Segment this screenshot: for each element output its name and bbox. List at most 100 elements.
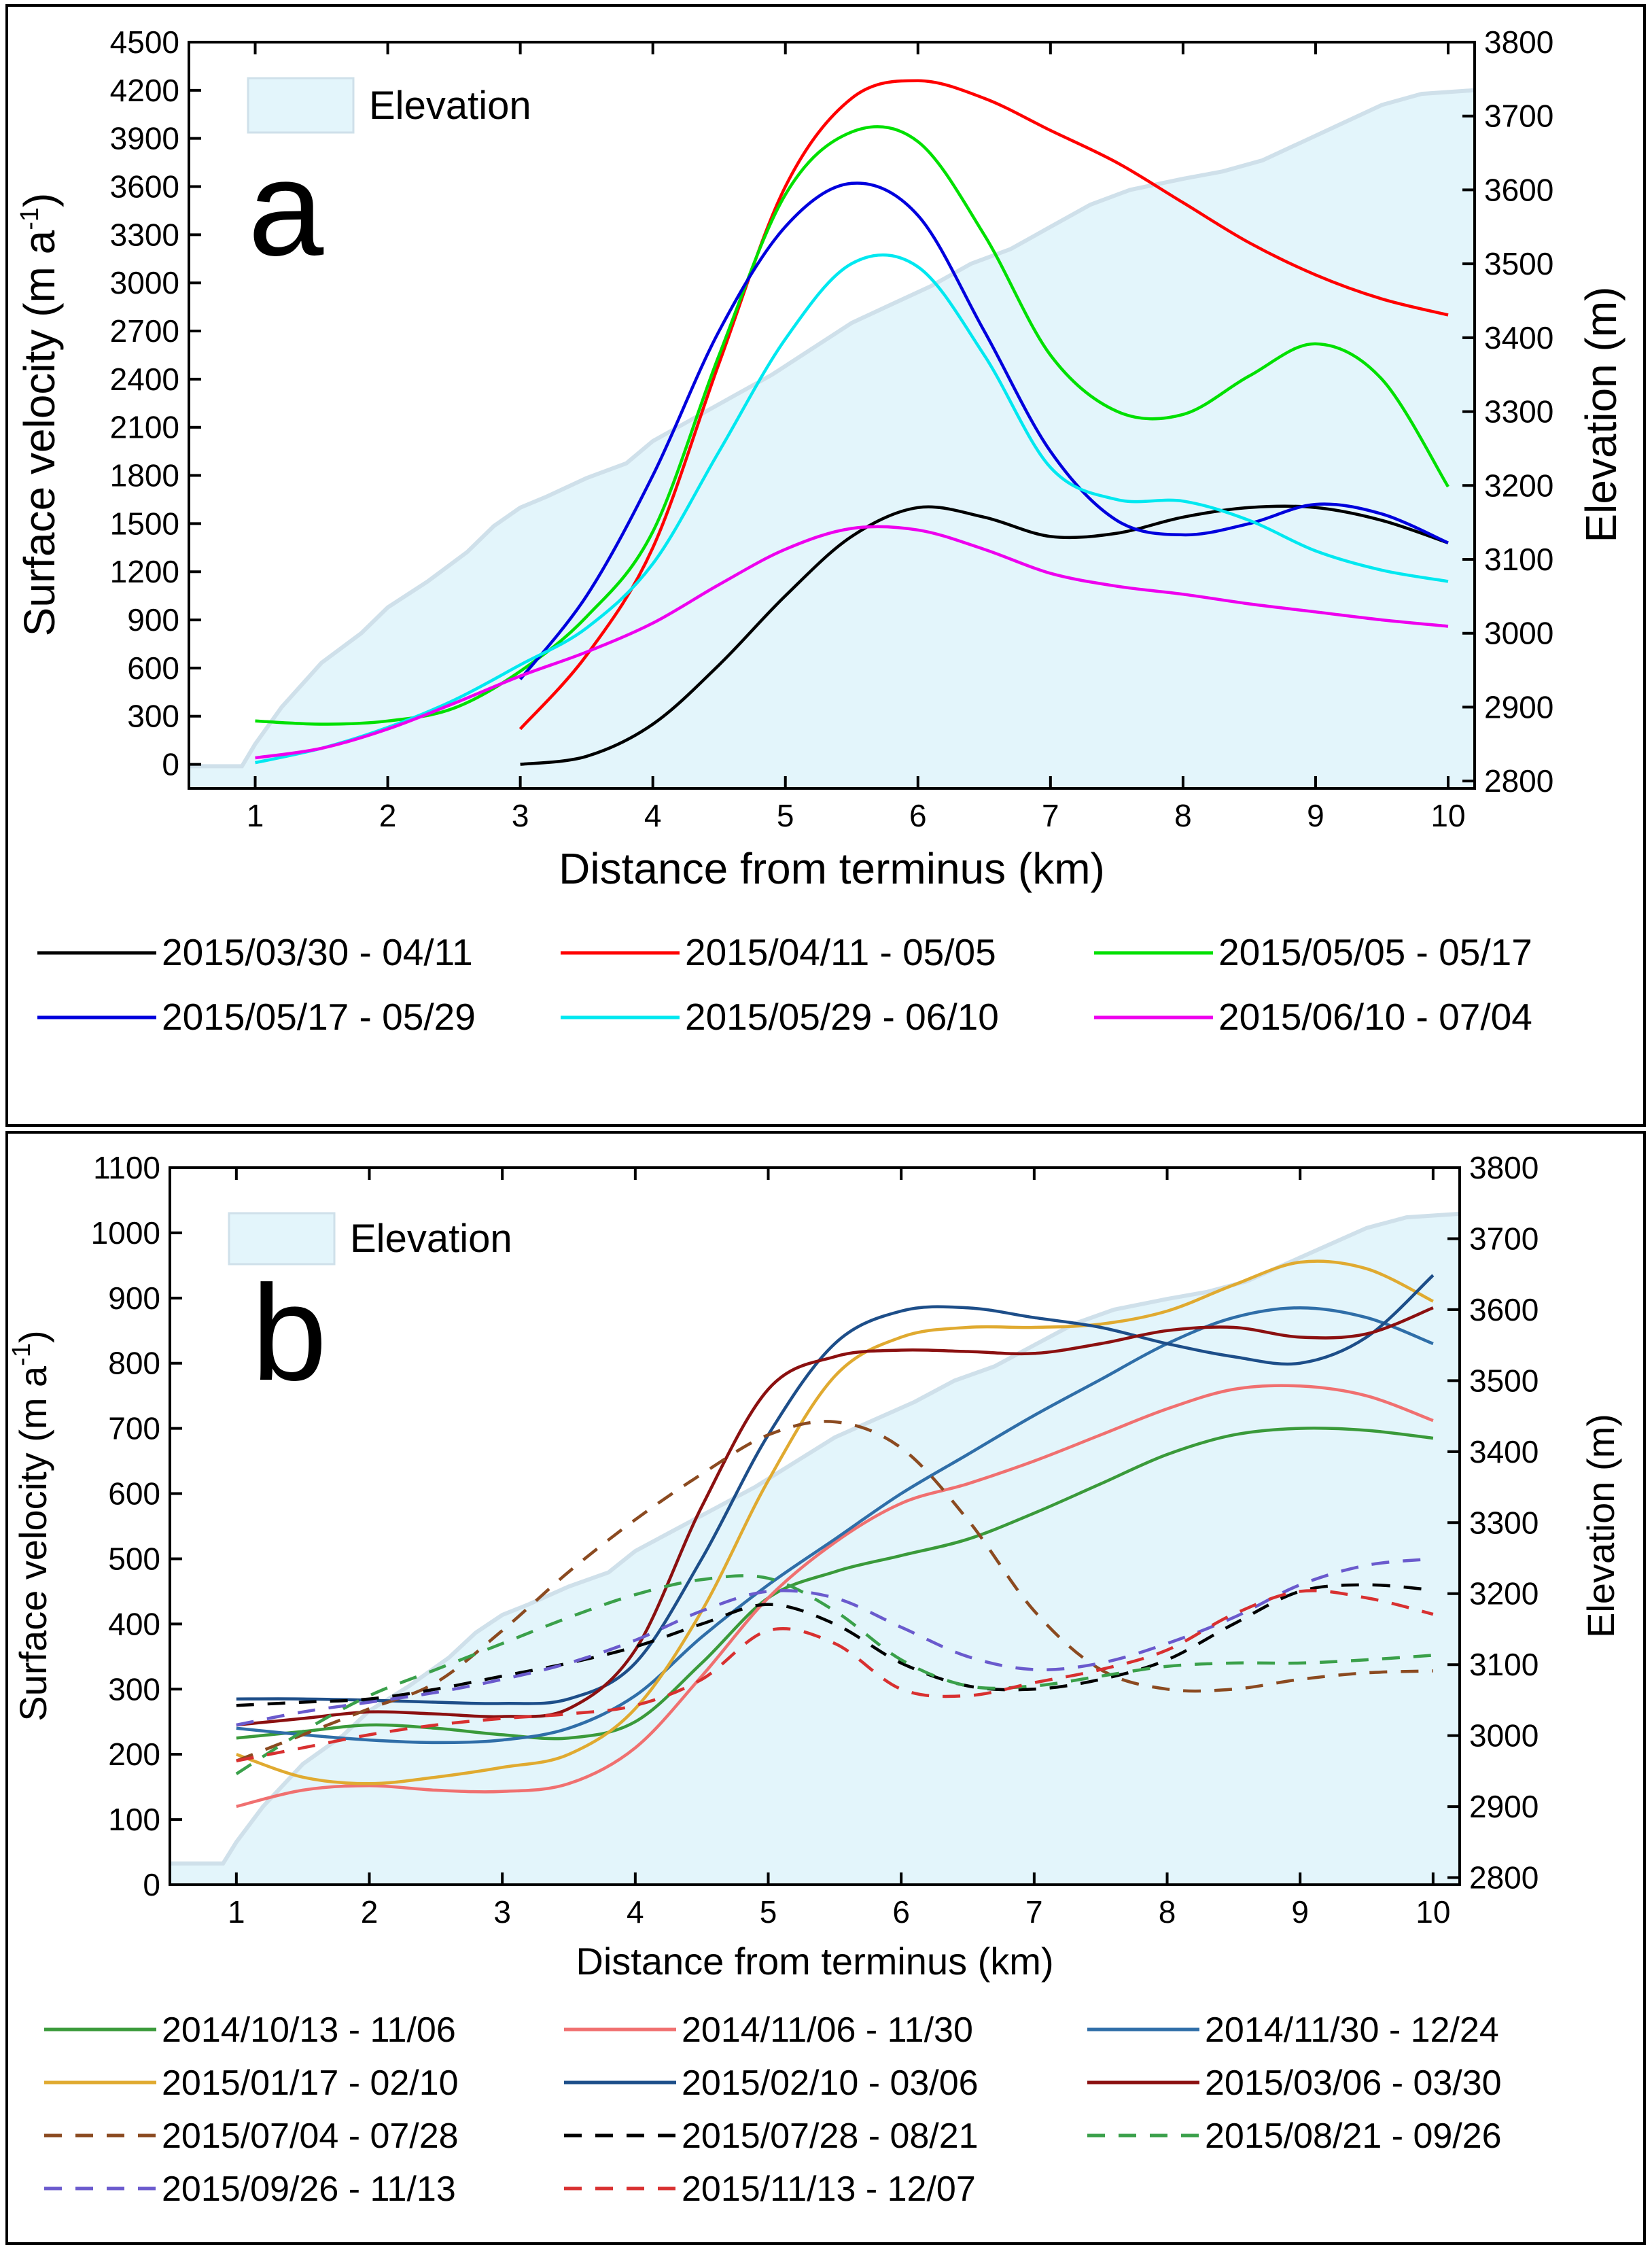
- panel-a-xtick-label: 9: [1307, 798, 1324, 833]
- panel-b-y2tick-label: 3200: [1469, 1576, 1539, 1611]
- panel-b-y2tick-label: 3600: [1469, 1292, 1539, 1327]
- panel-b-ytick-label: 400: [108, 1606, 160, 1641]
- panel-b-y2tick-label: 2900: [1469, 1789, 1539, 1824]
- panel-b-series-line-1: [236, 1426, 1434, 1741]
- panel-a-legend-label-2: 2015/04/11 - 05/05: [685, 931, 996, 973]
- panel-b-xtick-label: 2: [361, 1894, 379, 1930]
- panel-a-legend-label-4: 2015/05/17 - 05/29: [162, 996, 476, 1038]
- panel-a-xtick-label: 2: [379, 798, 397, 833]
- panel-b-series-line-10: [236, 1557, 1434, 1727]
- panel-a-ytick-label: 1800: [110, 458, 179, 493]
- panel-b-xtick-label: 9: [1291, 1894, 1309, 1930]
- panel-b-legend-label-6: 2015/03/06 - 03/30: [1205, 2063, 1502, 2103]
- panel-a-elevation-area: [189, 90, 1475, 789]
- panel-a-y2tick-label: 3500: [1484, 246, 1553, 281]
- panel-b-y2tick-label: 3700: [1469, 1221, 1539, 1256]
- panel-b-ytick-label: 300: [108, 1671, 160, 1707]
- panel-b-y2tick-label: 3500: [1469, 1363, 1539, 1398]
- panel-b-y-axis-title-close: ): [12, 1330, 54, 1343]
- panel-b-elevation-legend-label: Elevation: [350, 1217, 512, 1261]
- panel-a-legend-label-6: 2015/06/10 - 07/04: [1218, 996, 1532, 1038]
- panel-b-y2tick-label: 3000: [1469, 1718, 1539, 1754]
- panel-b-panel-letter: b: [251, 1257, 327, 1409]
- panel-a-elevation-legend-swatch: [247, 77, 355, 134]
- panel-a-y2tick-label: 3000: [1484, 616, 1553, 651]
- panel-a-ytick-label: 300: [127, 699, 179, 734]
- panel-b-xtick-label: 6: [892, 1894, 910, 1930]
- panel-a-ytick-label: 2100: [110, 410, 179, 445]
- panel-a-ytick-label: 0: [162, 747, 179, 782]
- panel-a-y2tick-label: 3300: [1484, 394, 1553, 430]
- panel-b-y2tick-label: 3400: [1469, 1434, 1539, 1469]
- panel-b-ytick-label: 500: [108, 1541, 160, 1576]
- panel-a-y-axis-title-sup: -1: [16, 207, 44, 230]
- panel-a-y2tick-label: 3100: [1484, 542, 1553, 577]
- panel-b-legend-label-2: 2014/11/06 - 11/30: [682, 2010, 973, 2050]
- panel-b-ytick-label: 1000: [91, 1215, 160, 1251]
- panel-a-y2tick-label: 3800: [1484, 24, 1553, 60]
- panel-b-xtick-label: 3: [493, 1894, 511, 1930]
- panel-b-ytick-label: 600: [108, 1476, 160, 1512]
- panel-b-legend-label-7: 2015/07/04 - 07/28: [162, 2116, 459, 2156]
- panel-b: 1 2 3 4 5 6 7 8 9 1001002003004005006007008009001…: [7, 1150, 1622, 2209]
- panel-b-ytick-label: 700: [108, 1411, 160, 1446]
- panel-a-ytick-label: 3900: [110, 121, 179, 156]
- panel-b-legend-label-3: 2014/11/30 - 12/24: [1205, 2010, 1499, 2050]
- panel-b-xtick-label: 4: [627, 1894, 644, 1930]
- panel-b-legend-label-4: 2015/01/17 - 02/10: [162, 2063, 459, 2103]
- panel-a-ytick-label: 2700: [110, 313, 179, 349]
- panel-a-y2tick-label: 3700: [1484, 99, 1553, 134]
- panel-b-x-axis-title: Distance from terminus (km): [576, 1940, 1053, 1983]
- panel-b-xtick-label: 7: [1025, 1894, 1043, 1930]
- panel-a-panel-letter: a: [248, 133, 324, 284]
- panel-a-series-line-5: [255, 253, 1449, 765]
- panel-b-xtick-label: 10: [1416, 1894, 1450, 1930]
- panel-a-xtick-label: 8: [1174, 798, 1192, 833]
- panel-a-series-line-3: [255, 125, 1449, 726]
- panel-b-y2tick-label: 3800: [1469, 1150, 1539, 1185]
- panel-a-xtick-label: 1: [247, 798, 264, 833]
- panel-a-x-axis-title: Distance from terminus (km): [559, 844, 1105, 893]
- panel-b-xtick-label: 5: [760, 1894, 777, 1930]
- panel-a-y2-axis-title: Elevation (m): [1577, 287, 1625, 543]
- panel-a-legend-label-5: 2015/05/29 - 06/10: [685, 996, 999, 1038]
- panel-b-legend-label-5: 2015/02/10 - 03/06: [682, 2063, 979, 2103]
- panel-b-y-axis-title-main: Surface velocity (m a: [12, 1365, 54, 1722]
- panel-a-y2tick-label: 2800: [1484, 763, 1553, 799]
- panel-b-series-line-8: [236, 1583, 1434, 1707]
- panel-a-frame: [5, 4, 1646, 1127]
- panel-b-elevation-outline: [170, 1211, 1460, 1866]
- panel-b-ytick-label: 900: [108, 1280, 160, 1316]
- panel-a-plot-frame: [188, 41, 1476, 790]
- panel-a-xtick-label: 4: [644, 798, 662, 833]
- panel-b-elevation-legend-swatch: [228, 1212, 336, 1266]
- panel-a-y-axis-title: Surface velocity (m a-1): [15, 193, 64, 637]
- panel-b-y-axis-title: Surface velocity (m a-1): [7, 1330, 54, 1721]
- panel-a-ytick-label: 3000: [110, 265, 179, 300]
- panel-a-series-line-1: [520, 504, 1449, 766]
- panel-a-ytick-label: 4500: [110, 24, 179, 60]
- panel-a: 1 2 3 4 5 6 7 8 9 10 0 300 600 900 1200 1500 1800 2100 240…: [15, 24, 1625, 1038]
- panel-a-ytick-label: 4200: [110, 73, 179, 108]
- panel-a-ytick-label: 1500: [110, 506, 179, 541]
- panel-a-ytick-label: 900: [127, 602, 179, 638]
- panel-b-plot-frame: [169, 1166, 1461, 1886]
- panel-b-legend-label-10: 2015/09/26 - 11/13: [162, 2169, 456, 2209]
- panel-a-y2tick-label: 3200: [1484, 468, 1553, 503]
- panel-b-y2-axis-title: Elevation (m): [1579, 1414, 1622, 1638]
- panel-a-y2tick-label: 2900: [1484, 689, 1553, 725]
- panel-a-elevation-legend-label: Elevation: [369, 84, 531, 128]
- panel-a-ytick-label: 3300: [110, 217, 179, 252]
- panel-b-series-line-2: [236, 1384, 1434, 1809]
- panel-b-series-line-7: [235, 1420, 1433, 1762]
- panel-b-y2tick-label: 2800: [1469, 1860, 1539, 1896]
- panel-b-series-line-9: [235, 1574, 1434, 1775]
- panel-b-legend-label-8: 2015/07/28 - 08/21: [682, 2116, 979, 2156]
- panel-b-y2tick-label: 3100: [1469, 1647, 1539, 1682]
- panel-a-xtick-label: 5: [777, 798, 794, 833]
- panel-b-xtick-label: 8: [1159, 1894, 1176, 1930]
- panel-b-y-axis-title-sup: -1: [7, 1343, 36, 1366]
- panel-a-ytick-label: 3600: [110, 169, 179, 205]
- panel-b-series-line-4: [236, 1259, 1434, 1785]
